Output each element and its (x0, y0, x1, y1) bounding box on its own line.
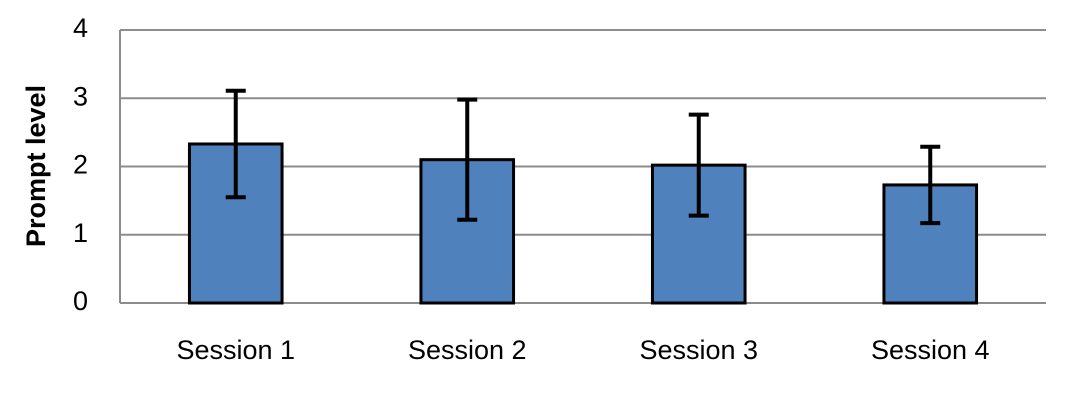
y-tick-label: 0 (73, 286, 88, 316)
x-tick-label: Session 1 (176, 335, 295, 365)
error-bar (688, 112, 709, 218)
x-tick-label: Session 2 (408, 335, 527, 365)
y-tick-label: 2 (73, 150, 88, 180)
y-tick-label: 3 (73, 81, 88, 111)
y-tick-label: 4 (73, 13, 88, 43)
y-axis-label: Prompt level (21, 85, 51, 247)
x-tick-label: Session 3 (639, 335, 758, 365)
x-tick-label: Session 4 (871, 335, 990, 365)
error-bar (225, 88, 246, 200)
error-bar (457, 97, 478, 222)
error-bar (920, 144, 941, 226)
y-tick-label: 1 (73, 218, 88, 248)
